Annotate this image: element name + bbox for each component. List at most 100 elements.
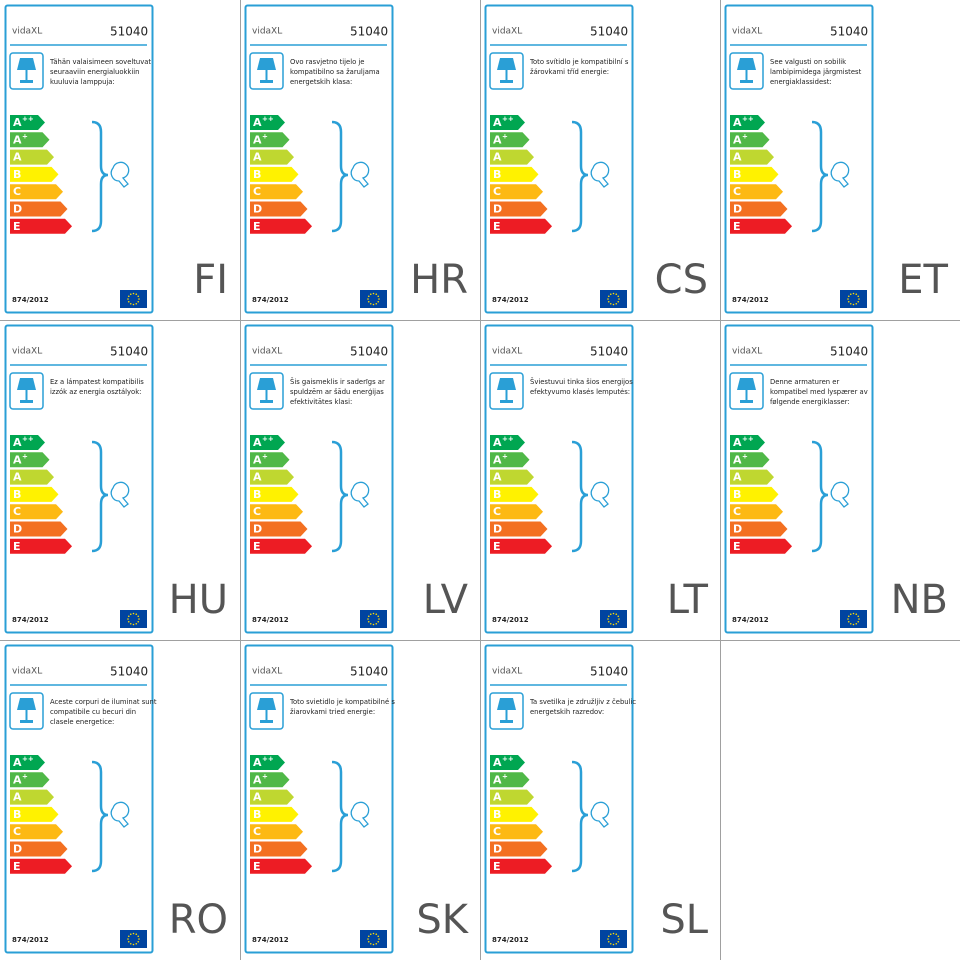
energy-arrow (250, 115, 285, 130)
eu-flag (600, 930, 627, 948)
bracket (91, 120, 109, 233)
eu-star (607, 938, 609, 940)
eu-star (617, 940, 620, 943)
eu-star (857, 300, 860, 303)
energy-class: A (733, 453, 742, 466)
regulation: 874/2012 (252, 936, 289, 944)
energy-class-sup: ++ (22, 115, 34, 123)
energy-class-sup: ++ (742, 435, 754, 443)
energy-arrow (730, 435, 765, 450)
energy-class: A (13, 453, 22, 466)
compat-text: kuuluvia lamppuja: (50, 78, 115, 86)
eu-star (609, 622, 612, 625)
energy-class-sup: + (502, 132, 508, 140)
energy-class: E (253, 860, 261, 873)
energy-label: vidaXL 51040 Tähän valaisimeen soveltuvat s… (4, 4, 228, 314)
energy-arrow (10, 469, 54, 485)
energy-class: A (13, 133, 22, 146)
eu-star (367, 615, 370, 618)
regulation: 874/2012 (732, 296, 769, 304)
eu-star (847, 295, 850, 298)
bracket (331, 120, 349, 233)
energy-class: C (13, 825, 21, 838)
eu-star (132, 623, 135, 626)
eu-star (607, 940, 610, 943)
brand: vidaXL (252, 667, 282, 677)
compat-text: compatibile cu becuri din (50, 708, 136, 716)
eu-star (137, 300, 140, 303)
eu-star (367, 620, 370, 623)
energy-arrow (730, 504, 783, 520)
regulation: 874/2012 (12, 296, 49, 304)
eu-star (612, 303, 615, 306)
lamp-icon (17, 58, 36, 83)
energy-label: vidaXL 51040 Aceste corpuri de iluminat su… (4, 644, 228, 954)
bracket (331, 440, 349, 553)
eu-star (377, 935, 380, 938)
compat-text: seuraaviin energialuokkiin (50, 68, 139, 76)
energy-label: vidaXL 51040 Ez a lámpatest kompatibilis iz… (4, 324, 228, 634)
energy-label: vidaXL 51040 Ta svetilka je združljiv z če… (484, 644, 709, 954)
eu-star (132, 303, 135, 306)
eu-star (849, 293, 852, 296)
energy-class: A (253, 436, 262, 449)
eu-star (607, 298, 609, 300)
eu-star (129, 293, 132, 296)
bracket (571, 760, 589, 873)
eu-star (129, 613, 132, 616)
eu-star (847, 300, 850, 303)
eu-star (607, 935, 610, 938)
compat-text: žárovkami tříd energie: (530, 68, 609, 76)
energy-class: A (253, 453, 262, 466)
lamp-icon (257, 698, 276, 723)
energy-label: vidaXL 51040 Ovo rasvjetno tijelo je kompat… (244, 4, 468, 314)
eu-star (849, 622, 852, 625)
energy-class: C (253, 185, 261, 198)
energy-label: vidaXL 51040 Šviestuvui tinka šios energij… (484, 324, 709, 634)
eu-star (127, 940, 130, 943)
eu-star (607, 615, 610, 618)
energy-class: E (493, 860, 501, 873)
compat-text: kompatibel med lyspærer av (770, 388, 868, 396)
eu-star (369, 622, 372, 625)
lamp-icon (737, 58, 756, 83)
eu-star (855, 293, 858, 296)
energy-arrow (490, 504, 543, 520)
energy-arrow (250, 521, 308, 537)
eu-star (618, 938, 620, 940)
lamp-icon (497, 58, 516, 83)
energy-class-sup: ++ (22, 755, 34, 763)
energy-arrow (10, 149, 54, 165)
energy-class: B (493, 488, 501, 501)
energy-class: D (13, 523, 22, 536)
energy-class: D (733, 523, 742, 536)
eu-star (377, 615, 380, 618)
energy-class: E (13, 860, 21, 873)
energy-class-sup: ++ (742, 115, 754, 123)
eu-star (615, 302, 618, 305)
model: 51040 (830, 25, 868, 39)
energy-arrow (250, 201, 308, 217)
energy-arrow (250, 469, 294, 485)
bulb-icon (110, 801, 130, 828)
bulb-icon (350, 161, 370, 188)
energy-class: A (493, 116, 502, 129)
brand: vidaXL (12, 347, 42, 357)
energy-arrow (490, 521, 548, 537)
energy-arrow (490, 469, 534, 485)
eu-star (615, 293, 618, 296)
eu-star (127, 295, 130, 298)
energy-arrow (250, 772, 290, 788)
eu-star (857, 620, 860, 623)
energy-class: B (733, 488, 741, 501)
eu-star (857, 295, 860, 298)
compat-text: žiarovkami tried energie: (290, 708, 375, 716)
eu-star (372, 292, 375, 295)
energy-class: D (493, 523, 502, 536)
brand: vidaXL (492, 667, 522, 677)
eu-star (375, 942, 378, 945)
eu-star (615, 622, 618, 625)
energy-class-sup: ++ (22, 435, 34, 443)
energy-class: A (253, 791, 262, 804)
eu-star (618, 298, 620, 300)
